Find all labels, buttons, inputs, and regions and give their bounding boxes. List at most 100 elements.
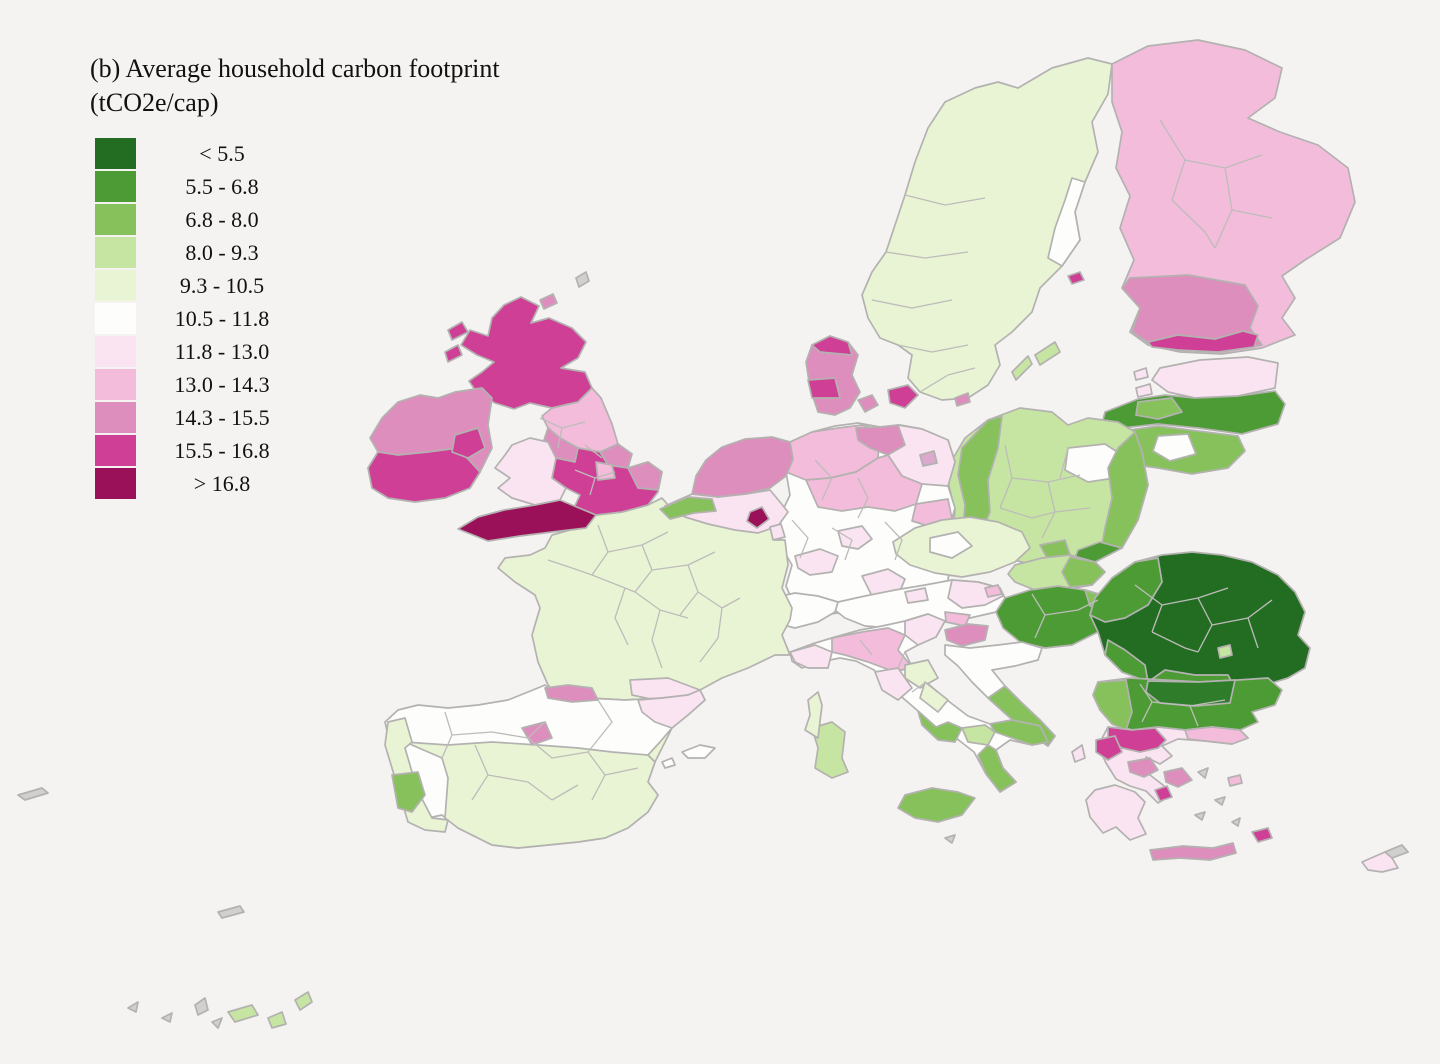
region-ireland-east: [451, 427, 486, 459]
region-germany-franconia: [837, 525, 873, 550]
legend-swatch-9: [95, 435, 136, 466]
region-greece-thessaly: [1127, 757, 1159, 778]
region-canary-3: [227, 1004, 259, 1023]
region-gotland: [1034, 341, 1061, 366]
region-greece-attica: [1154, 785, 1173, 802]
legend-swatch-2: [95, 204, 136, 235]
region-finland-south-coast: [1147, 330, 1259, 353]
region-sardinia: [811, 721, 849, 779]
legend-label-9: 15.5 - 16.8: [174, 437, 270, 463]
region-germany-central-band: [805, 454, 923, 512]
region-estonia: [1151, 356, 1279, 399]
region-cyclades-1: [1194, 811, 1206, 821]
region-saaremaa: [1135, 383, 1153, 398]
region-hiiumaa: [1133, 367, 1149, 381]
region-cyclades-3: [1231, 817, 1241, 827]
region-aland: [1067, 271, 1085, 285]
region-aegean-islet: [1197, 767, 1209, 779]
region-canary-1: [194, 997, 209, 1016]
region-luxembourg: [769, 523, 786, 541]
region-shetland: [575, 271, 590, 288]
region-germany-baden-patch: [794, 548, 839, 576]
region-mallorca: [681, 744, 716, 759]
region-portugal-lisbon: [391, 771, 426, 813]
region-england-southwest: [457, 499, 597, 542]
legend-row-7: 13.0 - 14.3: [95, 368, 286, 401]
region-england-midlands-patch: [595, 461, 616, 481]
legend-row-6: 11.8 - 13.0: [95, 335, 286, 368]
region-greece-euboea: [1163, 767, 1193, 788]
legend-swatch-8: [95, 402, 136, 433]
region-spain-valencia: [647, 727, 673, 763]
hungary-internal-borders: [1031, 593, 1099, 639]
region-slovakia-east: [1061, 556, 1106, 588]
region-oland: [1011, 355, 1033, 381]
legend-label-6: 11.8 - 13.0: [174, 338, 270, 364]
legend-row-1: 5.5 - 6.8: [95, 170, 286, 203]
region-bulgaria-southwest: [1092, 679, 1133, 731]
region-italy-umbria-marche: [904, 659, 939, 689]
region-madeira: [217, 905, 245, 919]
region-germany-bavaria-south: [861, 568, 906, 597]
sweden-internal-borders: [871, 194, 986, 393]
region-italy-abruzzo: [919, 681, 949, 713]
region-rhodes: [1251, 827, 1273, 843]
legend-row-2: 6.8 - 8.0: [95, 203, 286, 236]
germany-internal-borders: [791, 459, 903, 561]
region-canary-7: [127, 1001, 139, 1013]
bulgaria-internal-borders: [1139, 683, 1226, 727]
region-italy-basilicata: [961, 724, 996, 746]
region-england-east-anglia: [627, 461, 663, 491]
region-malta: [944, 834, 956, 844]
region-romania-west: [1089, 557, 1163, 623]
legend-row-8: 14.3 - 15.5: [95, 401, 286, 434]
region-cyprus-north: [1384, 844, 1409, 859]
legend-swatch-10: [95, 468, 136, 499]
region-atlantic-islet-west: [17, 787, 49, 801]
italy-internal-borders: [859, 639, 927, 693]
legend-label-8: 14.3 - 15.5: [174, 404, 270, 430]
uk-internal-borders: [539, 417, 616, 496]
region-latvia: [1101, 390, 1286, 435]
region-bornholm: [954, 392, 971, 407]
region-corfu: [1071, 744, 1086, 763]
region-denmark-fyn: [857, 394, 879, 413]
region-slovenia: [944, 623, 989, 647]
legend-label-10: > 16.8: [193, 470, 251, 496]
region-sweden-east-coast: [1047, 177, 1086, 267]
poland-internal-borders: [999, 444, 1091, 539]
region-netherlands: [691, 436, 794, 498]
legend-swatch-6: [95, 336, 136, 367]
region-denmark-north-jutland: [811, 335, 853, 356]
legend-label-0: < 5.5: [199, 140, 245, 166]
region-canary-5: [294, 991, 313, 1011]
legend-swatch-1: [95, 171, 136, 202]
legend-label-5: 10.5 - 11.8: [174, 305, 270, 331]
region-denmark-zealand: [887, 384, 919, 409]
france-internal-borders: [547, 524, 741, 669]
region-canary-4: [267, 1011, 287, 1029]
choropleth-regions: [17, 39, 1409, 1029]
region-greece-west-macedonia: [1095, 735, 1123, 761]
legend-label-1: 5.5 - 6.8: [185, 173, 259, 199]
figure-title-line2: (tCO2e/cap): [90, 87, 219, 117]
region-spain-south-palegreen: [404, 741, 659, 849]
region-czechia-southwest: [929, 531, 973, 559]
legend-row-3: 8.0 - 9.3: [95, 236, 286, 269]
region-belgium-west-flanders: [659, 496, 717, 520]
legend-swatch-5: [95, 303, 136, 334]
region-italy-calabria: [977, 744, 1017, 793]
legend-row-4: 9.3 - 10.5: [95, 269, 286, 302]
region-ireland-south: [367, 447, 481, 503]
legend-row-10: > 16.8: [95, 467, 286, 500]
region-scotland: [460, 296, 593, 410]
legend-swatch-3: [95, 237, 136, 268]
internal-region-borders: [441, 119, 1273, 801]
region-romania-southwest: [1104, 639, 1149, 683]
region-bulgaria-north: [1145, 679, 1236, 707]
region-corsica: [804, 691, 823, 739]
region-orkney: [539, 293, 558, 310]
legend-label-3: 8.0 - 9.3: [185, 239, 259, 265]
romania-internal-borders: [1134, 584, 1273, 653]
